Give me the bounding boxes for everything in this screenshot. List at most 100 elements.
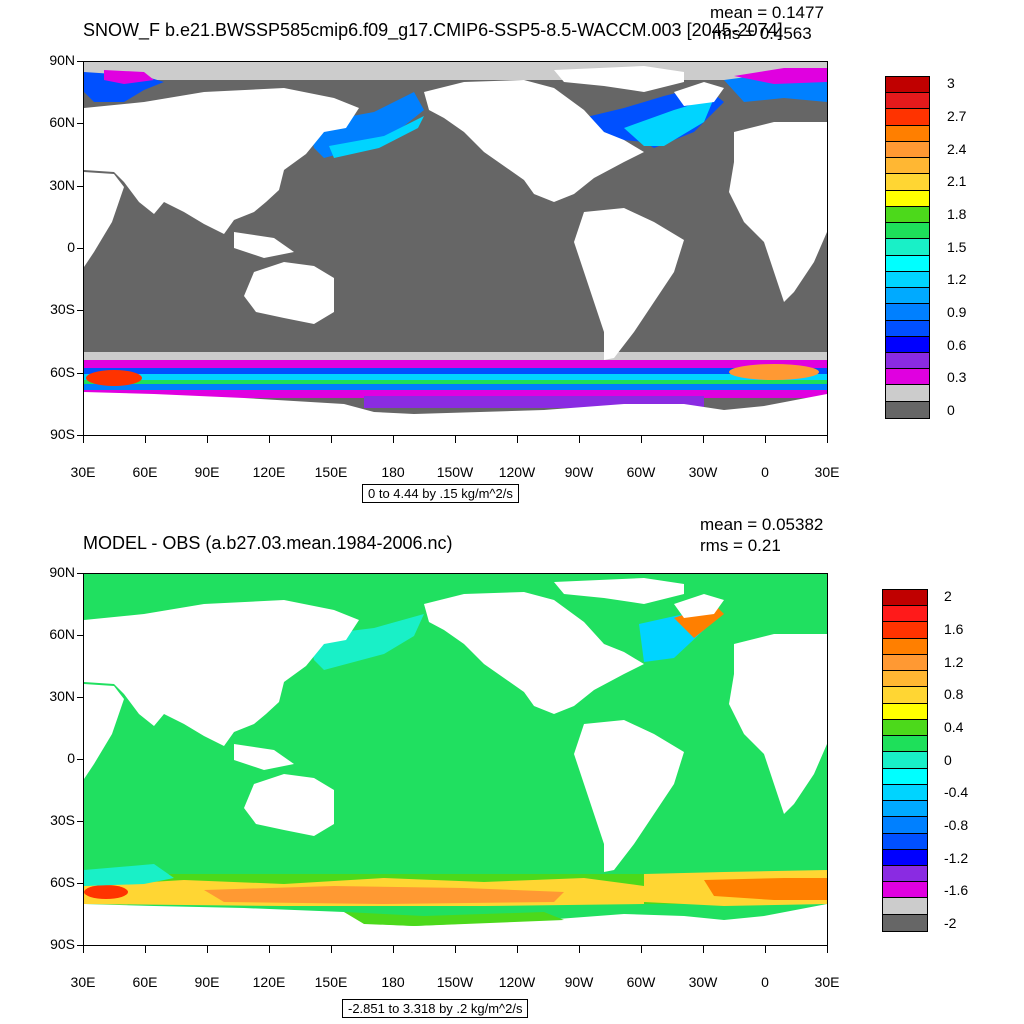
indonesia-land	[234, 232, 294, 258]
colorbar-label: 0.4	[944, 718, 964, 735]
lon-tick-label: 30E	[814, 464, 840, 480]
lon-tick-label: 0	[761, 974, 769, 990]
bottom-map-panel: MODEL - OBS (a.b27.03.mean.1984-2006.nc)…	[0, 512, 1024, 1024]
colorbar-cell	[886, 304, 929, 321]
lon-tick-mark	[703, 436, 704, 443]
lon-tick-mark	[517, 436, 518, 443]
colorbar-cell	[886, 320, 929, 337]
lon-tick-label: 180	[381, 974, 405, 990]
lat-tick-mark	[77, 821, 83, 822]
lat-tick-mark	[77, 883, 83, 884]
lat-tick-label: 0	[67, 750, 75, 766]
lon-tick-mark	[207, 436, 208, 443]
colorbar-cell	[883, 784, 927, 802]
lat-tick-label: 60N	[49, 626, 75, 642]
lon-tick-label: 120W	[498, 464, 536, 480]
lat-tick-mark	[77, 635, 83, 636]
colorbar-label: 0.3	[947, 369, 967, 386]
lon-tick-label: 90E	[194, 464, 220, 480]
europe-africa-land	[729, 634, 827, 814]
top-rms-label: rms = 0.4563	[712, 24, 812, 43]
colorbar-label: 0.6	[947, 336, 967, 353]
colorbar-label: 1.2	[944, 653, 964, 670]
lon-tick-label: 150E	[314, 464, 348, 480]
lon-tick-label: 90E	[194, 974, 220, 990]
greenland-land	[674, 594, 724, 618]
antarctic-band-cyan	[84, 374, 827, 382]
lat-tick-mark	[77, 310, 83, 312]
colorbar-cell	[886, 255, 929, 272]
colorbar-cell	[883, 768, 927, 785]
lon-tick-label: 60E	[132, 974, 158, 990]
lat-tick-label: 60S	[50, 363, 75, 380]
colorbar-label: -1.2	[944, 849, 969, 866]
colorbar-cell	[883, 703, 927, 720]
colorbar-cell	[883, 914, 927, 931]
colorbar-cell	[883, 736, 927, 753]
lon-tick-label: 150W	[436, 974, 474, 990]
lat-tick-label: 30S	[50, 301, 75, 318]
lon-tick-label: 120W	[498, 974, 536, 990]
lon-tick-mark	[455, 946, 456, 953]
colorbar-label: 0.9	[947, 303, 967, 320]
top-map-panel: SNOW_F b.e21.BWSSP585cmip6.f09_g17.CMIP6…	[49, 3, 967, 503]
colorbar-cell	[886, 93, 929, 110]
colorbar-cell	[886, 141, 929, 159]
lon-tick-mark	[641, 436, 642, 443]
colorbar-label: 0.8	[944, 686, 964, 703]
colorbar-cell	[886, 125, 929, 142]
bottom-map-svg	[84, 574, 827, 945]
colorbar-cell	[883, 638, 927, 655]
colorbar-cell	[886, 271, 929, 289]
lat-tick-mark	[77, 759, 83, 760]
north-america-land	[424, 80, 644, 202]
lat-tick-label: 90S	[50, 426, 75, 442]
antarctica-land	[84, 904, 827, 945]
lon-tick-mark	[517, 946, 518, 953]
colorbar-label: -0.4	[944, 784, 969, 801]
lat-tick-label: 30N	[49, 688, 75, 704]
north-pacific-negative	[309, 614, 424, 670]
antarctic-band-blue2	[84, 384, 827, 392]
lat-tick-label: 90N	[49, 564, 75, 580]
lon-tick-label: 150E	[314, 974, 348, 990]
lon-tick-label: 30W	[688, 974, 718, 990]
colorbar-cell	[883, 606, 927, 623]
lon-tick-mark	[331, 436, 332, 443]
colorbar-cell	[886, 239, 929, 256]
southern-max-west	[84, 885, 128, 899]
colorbar-cell	[883, 687, 927, 704]
antarctic-band-magenta	[84, 360, 827, 370]
lon-tick-label: 180	[381, 464, 405, 480]
antarctic-band-green	[84, 380, 827, 386]
colorbar-label: 1.8	[947, 205, 967, 222]
bottom-rms-label: rms = 0.21	[700, 536, 781, 555]
colorbar-label: 0	[944, 751, 952, 768]
bottom-map-plot	[83, 573, 828, 946]
colorbar-cell	[883, 898, 927, 915]
lon-tick-label: 60W	[626, 464, 656, 480]
south-america-land	[574, 208, 684, 360]
eurasia-land	[84, 600, 359, 746]
colorbar-label: 2	[944, 588, 952, 605]
colorbar-cell	[886, 336, 929, 353]
lon-tick-label: 90W	[564, 464, 594, 480]
lat-tick-label: 90S	[50, 936, 75, 952]
lon-tick-label: 30E	[70, 974, 96, 990]
top-range-label: 0 to 4.44 by .15 kg/m^2/s	[362, 484, 519, 503]
lon-tick-mark	[145, 946, 146, 953]
colorbar-cell	[886, 206, 929, 224]
north-america-land	[424, 592, 644, 714]
colorbar-cell	[886, 369, 929, 386]
arctic-snow-east-magenta	[734, 68, 827, 84]
lon-tick-label: 30W	[688, 464, 718, 480]
arctic-snow-west-magenta	[104, 70, 154, 84]
north-pacific-snow	[309, 92, 424, 158]
lon-tick-label: 150W	[436, 464, 474, 480]
southern-negative-west	[84, 864, 174, 886]
lon-tick-mark	[83, 436, 84, 443]
colorbar-cell	[883, 865, 927, 883]
north-pacific-snow-cyan	[329, 116, 424, 158]
colorbar-cell	[883, 882, 927, 899]
lon-tick-label: 30E	[70, 464, 96, 480]
